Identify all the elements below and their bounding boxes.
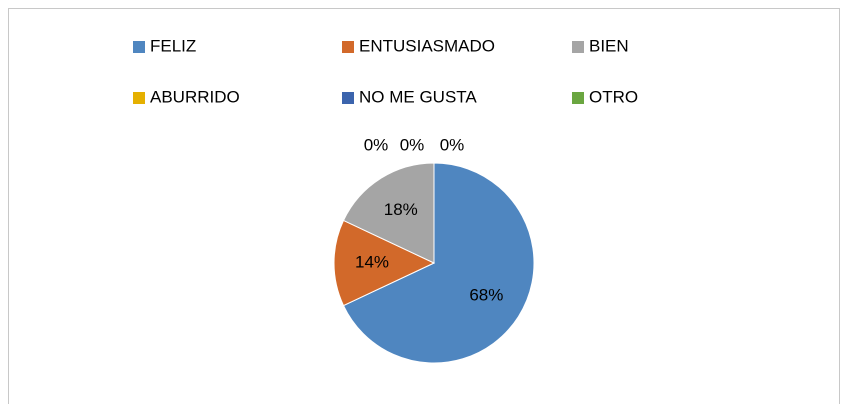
legend-swatch: [572, 92, 584, 104]
legend-swatch: [342, 41, 354, 53]
legend-label: NO ME GUSTA: [359, 87, 477, 106]
legend-label: BIEN: [589, 36, 629, 55]
data-label: 14%: [355, 252, 389, 271]
legend-swatch: [342, 92, 354, 104]
data-label: 18%: [384, 200, 418, 219]
pie-slice: [342, 162, 435, 264]
pie-slice: [333, 219, 436, 307]
legend-swatch: [133, 41, 145, 53]
data-label: 0%: [440, 135, 465, 154]
legend-label: ABURRIDO: [150, 87, 240, 106]
legend-label: FELIZ: [150, 36, 196, 55]
pie-slice: [342, 162, 535, 364]
legend-swatch: [133, 92, 145, 104]
data-label: 0%: [364, 135, 389, 154]
legend-swatch: [572, 41, 584, 53]
legend-label: ENTUSIASMADO: [359, 36, 495, 55]
legend-label: OTRO: [589, 87, 638, 106]
data-label: 68%: [469, 286, 503, 305]
data-label: 0%: [400, 135, 425, 154]
